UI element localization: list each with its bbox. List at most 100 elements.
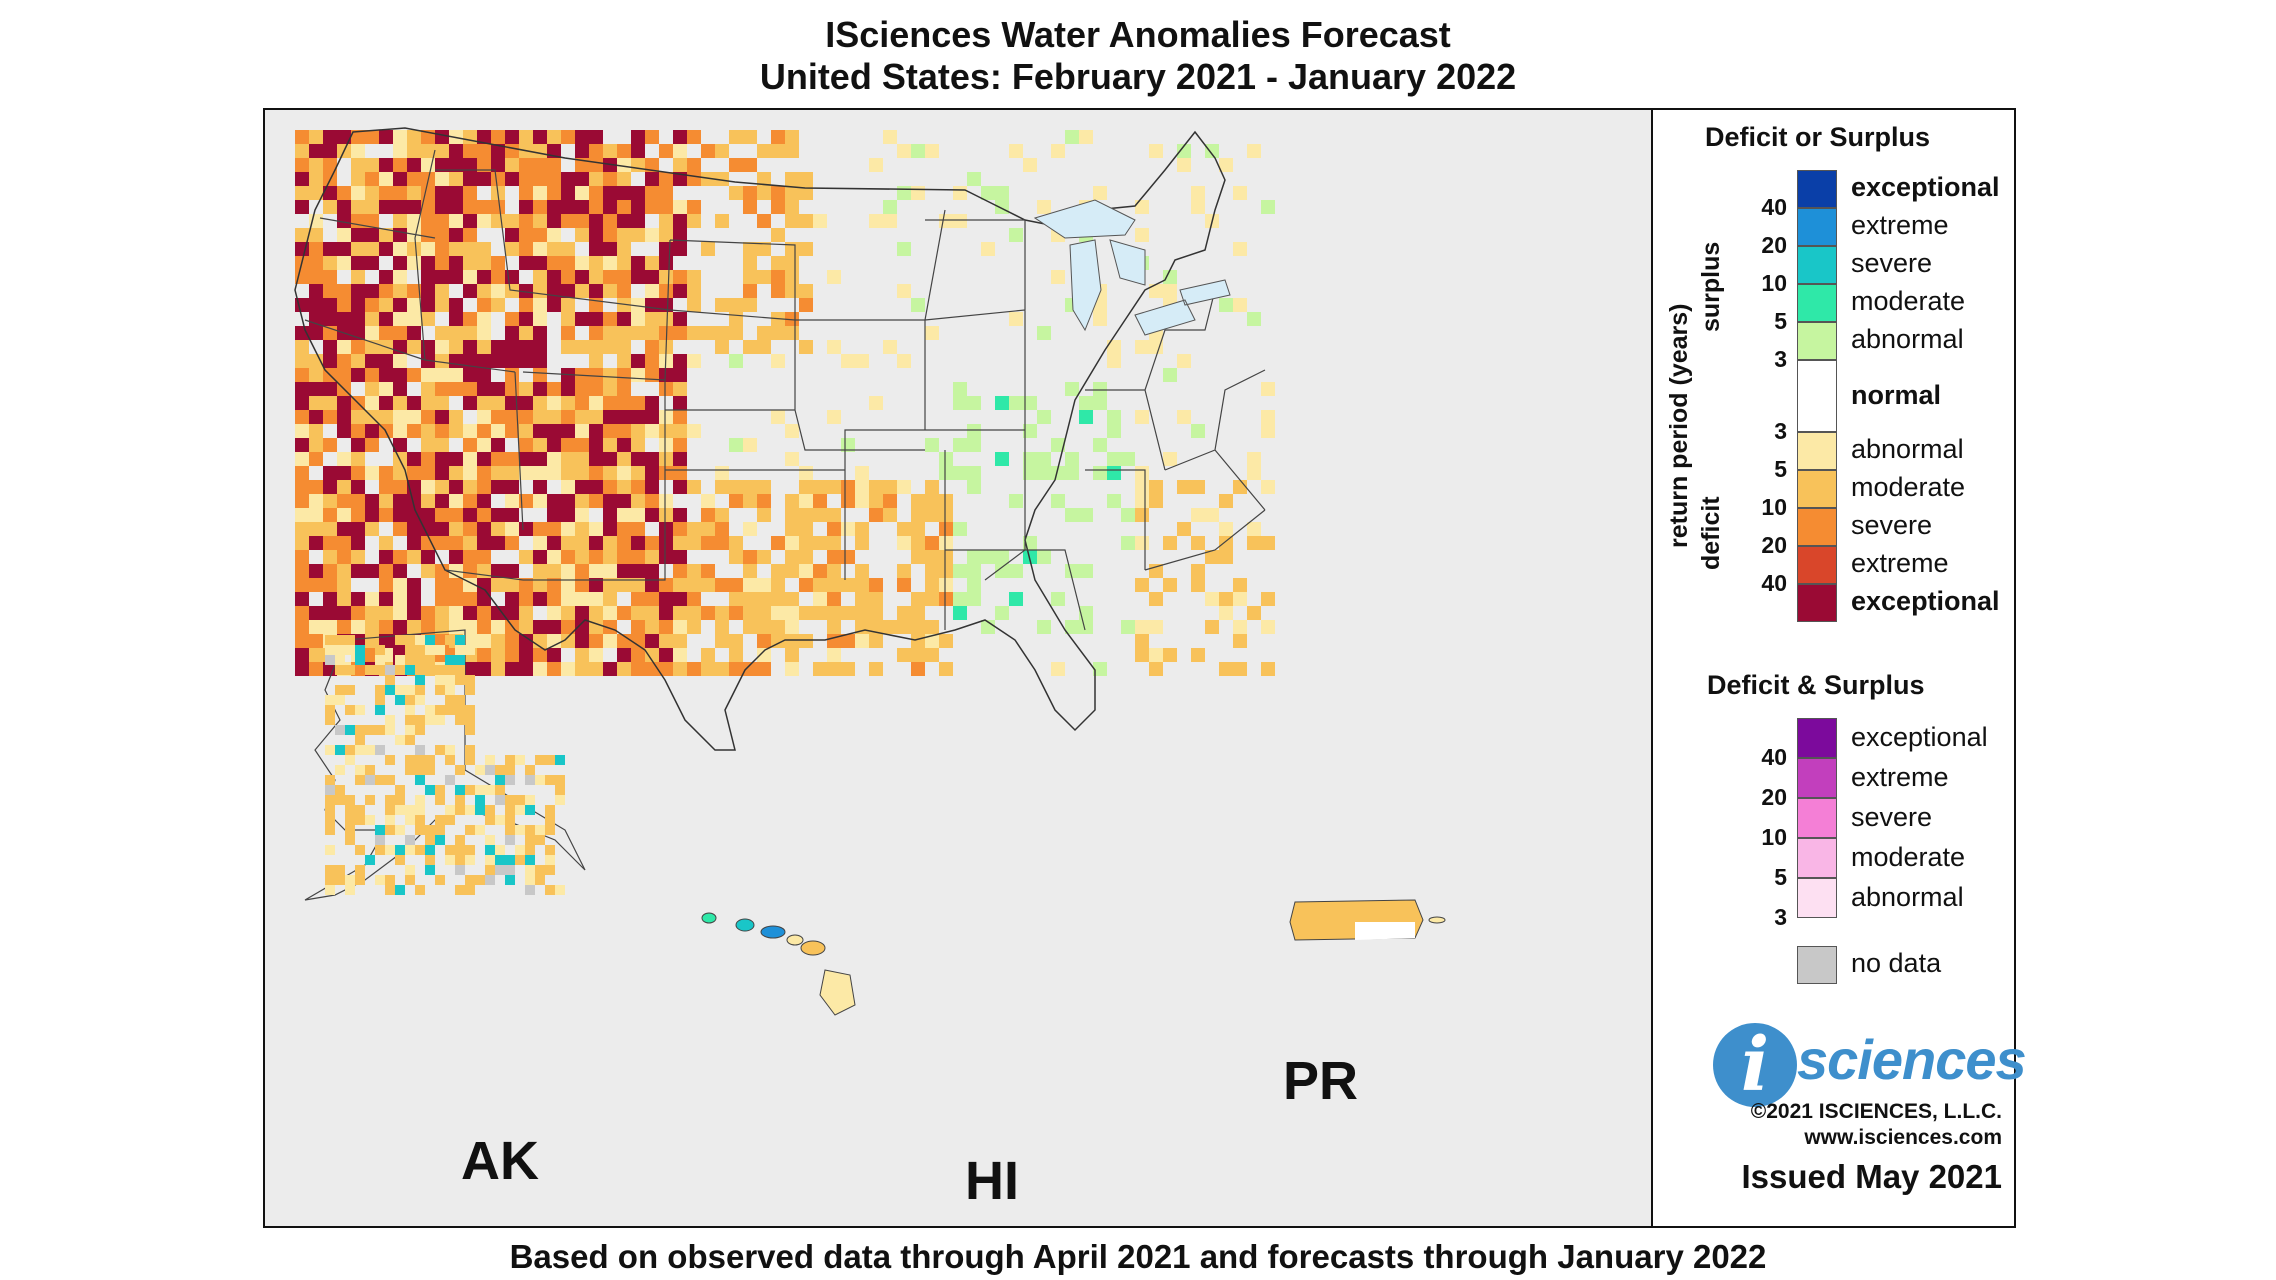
anomaly-cell [555, 885, 565, 895]
anomaly-cell [561, 172, 575, 186]
anomaly-cell [1261, 536, 1275, 550]
anomaly-cell [365, 256, 379, 270]
anomaly-cell [463, 592, 477, 606]
anomaly-cell [393, 256, 407, 270]
anomaly-cell [515, 845, 525, 855]
anomaly-cell [335, 725, 345, 735]
anomaly-cell [351, 522, 365, 536]
anomaly-cell [1191, 200, 1205, 214]
anomaly-cell [645, 536, 659, 550]
anomaly-cell [883, 130, 897, 144]
anomaly-cell [477, 480, 491, 494]
anomaly-cell [449, 466, 463, 480]
anomaly-cell [589, 550, 603, 564]
anomaly-cell [355, 725, 365, 735]
anomaly-cell [1177, 522, 1191, 536]
anomaly-cell [533, 186, 547, 200]
anomaly-cell [435, 452, 449, 466]
anomaly-cell [659, 662, 673, 676]
anomaly-cell [659, 368, 673, 382]
anomaly-cell [365, 815, 375, 825]
anomaly-cell [435, 494, 449, 508]
anomaly-cell [673, 312, 687, 326]
anomaly-cell [561, 466, 575, 480]
anomaly-cell [375, 825, 385, 835]
anomaly-cell [323, 130, 337, 144]
anomaly-cell [309, 256, 323, 270]
anomaly-cell [505, 382, 519, 396]
anomaly-cell [869, 158, 883, 172]
anomaly-cell [309, 284, 323, 298]
anomaly-cell [393, 424, 407, 438]
anomaly-cell [575, 452, 589, 466]
puerto-rico-label: PR [1283, 1051, 1359, 1111]
anomaly-cell [463, 480, 477, 494]
anomaly-cell [687, 620, 701, 634]
anomaly-cell [1135, 410, 1149, 424]
anomaly-cell [911, 144, 925, 158]
anomaly-cell [589, 200, 603, 214]
anomaly-cell [589, 410, 603, 424]
anomaly-cell [345, 795, 355, 805]
anomaly-cell [1247, 312, 1261, 326]
anomaly-cell [337, 452, 351, 466]
anomaly-cell [495, 845, 505, 855]
anomaly-cell [477, 592, 491, 606]
anomaly-cell [687, 214, 701, 228]
anomaly-cell [575, 620, 589, 634]
anomaly-cell [337, 494, 351, 508]
anomaly-cell [631, 396, 645, 410]
anomaly-cell [743, 592, 757, 606]
anomaly-cell [445, 755, 455, 765]
anomaly-cell [967, 564, 981, 578]
anomaly-cell [351, 550, 365, 564]
anomaly-cell [355, 865, 365, 875]
anomaly-cell [495, 775, 505, 785]
anomaly-cell [477, 312, 491, 326]
anomaly-cell [309, 130, 323, 144]
anomaly-cell [687, 592, 701, 606]
logo-i-icon: i [1713, 1023, 1797, 1107]
anomaly-cell [561, 606, 575, 620]
anomaly-cell [351, 200, 365, 214]
anomaly-cell [771, 130, 785, 144]
anomaly-cell [575, 214, 589, 228]
anomaly-cell [771, 620, 785, 634]
anomaly-cell [335, 765, 345, 775]
anomaly-cell [603, 424, 617, 438]
anomaly-cell [345, 815, 355, 825]
anomaly-cell [617, 214, 631, 228]
anomaly-cell [1149, 648, 1163, 662]
anomaly-cell [435, 438, 449, 452]
anomaly-cell [855, 578, 869, 592]
anomaly-cell [631, 130, 645, 144]
anomaly-cell [617, 382, 631, 396]
anomaly-cell [617, 452, 631, 466]
anomaly-cell [561, 452, 575, 466]
anomaly-cell [463, 326, 477, 340]
anomaly-cell [771, 270, 785, 284]
anomaly-cell [1163, 284, 1177, 298]
anomaly-cell [375, 655, 385, 665]
anomaly-cell [455, 705, 465, 715]
anomaly-cell [869, 578, 883, 592]
anomaly-cell [533, 298, 547, 312]
anomaly-cell [589, 634, 603, 648]
anomaly-cell [547, 158, 561, 172]
anomaly-cell [355, 735, 365, 745]
anomaly-cell [561, 480, 575, 494]
surplus-tick: 20 [1761, 232, 1787, 258]
anomaly-cell [1093, 382, 1107, 396]
anomaly-cell [953, 396, 967, 410]
anomaly-cell [485, 815, 495, 825]
anomaly-cell [475, 805, 485, 815]
anomaly-cell [421, 620, 435, 634]
anomaly-cell [603, 480, 617, 494]
anomaly-cell [967, 396, 981, 410]
copyright: ©2021 ISCIENCES, L.L.C. [1750, 1100, 2002, 1123]
anomaly-cell [379, 312, 393, 326]
anomaly-cell [939, 634, 953, 648]
anomaly-cell [393, 578, 407, 592]
anomaly-cell [645, 424, 659, 438]
anomaly-cell [743, 662, 757, 676]
